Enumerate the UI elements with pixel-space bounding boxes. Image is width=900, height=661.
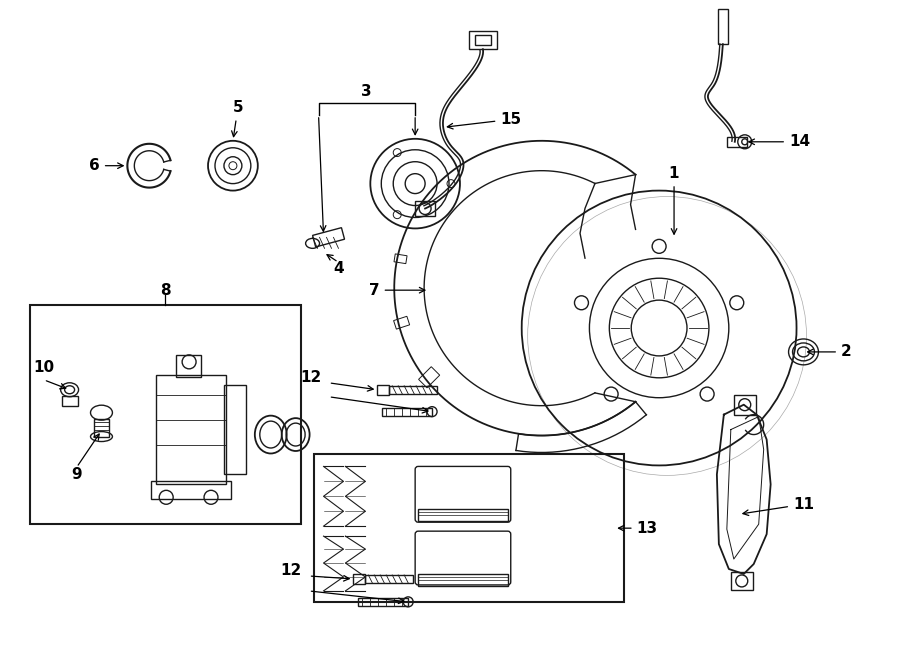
Text: 6: 6 xyxy=(89,158,123,173)
Bar xyxy=(354,574,365,584)
Text: 15: 15 xyxy=(447,112,521,129)
Bar xyxy=(224,385,246,475)
Bar xyxy=(377,385,390,395)
Text: 12: 12 xyxy=(280,563,302,578)
Bar xyxy=(394,254,407,264)
Bar xyxy=(30,305,301,524)
Bar xyxy=(418,574,508,586)
Bar xyxy=(418,367,440,388)
Bar xyxy=(718,9,728,44)
Text: 13: 13 xyxy=(618,521,658,535)
Bar xyxy=(313,455,625,602)
Bar xyxy=(418,509,508,521)
Text: 9: 9 xyxy=(71,467,82,482)
Text: 11: 11 xyxy=(742,497,814,516)
Text: 10: 10 xyxy=(33,360,54,375)
Bar xyxy=(393,317,410,329)
Bar xyxy=(727,137,747,147)
Bar xyxy=(475,35,491,45)
Text: 12: 12 xyxy=(300,370,321,385)
Text: 5: 5 xyxy=(231,100,243,137)
Text: 1: 1 xyxy=(669,166,680,234)
Text: 4: 4 xyxy=(333,260,344,276)
Text: 3: 3 xyxy=(361,83,372,98)
Bar xyxy=(176,355,201,377)
Text: 14: 14 xyxy=(749,134,810,149)
Bar xyxy=(734,395,756,414)
Bar xyxy=(312,227,345,247)
Bar xyxy=(61,396,77,406)
Text: 2: 2 xyxy=(807,344,851,360)
Bar xyxy=(358,598,409,606)
Bar xyxy=(415,200,435,217)
Bar xyxy=(382,408,432,416)
Bar xyxy=(390,386,437,394)
Bar xyxy=(157,375,226,485)
Bar xyxy=(365,575,413,583)
Text: 7: 7 xyxy=(369,283,425,297)
Bar xyxy=(731,572,752,590)
Bar xyxy=(469,31,497,49)
Bar xyxy=(151,481,231,499)
Bar xyxy=(94,418,110,436)
Text: 8: 8 xyxy=(160,283,170,297)
